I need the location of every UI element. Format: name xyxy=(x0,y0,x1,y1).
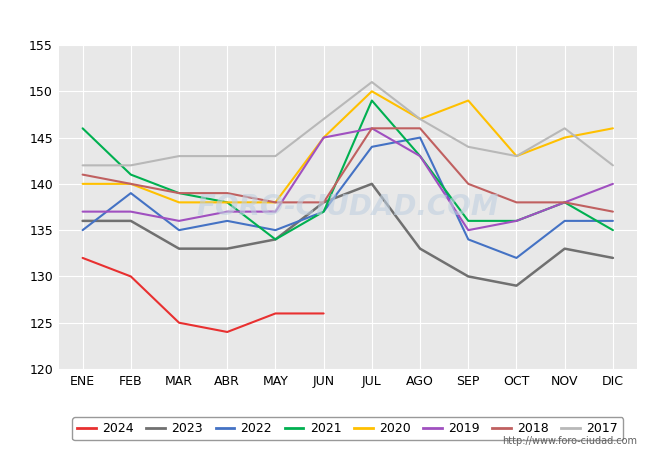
Legend: 2024, 2023, 2022, 2021, 2020, 2019, 2018, 2017: 2024, 2023, 2022, 2021, 2020, 2019, 2018… xyxy=(72,417,623,441)
Text: Afiliados en Valdecarros a 31/5/2024: Afiliados en Valdecarros a 31/5/2024 xyxy=(160,11,490,29)
Text: FORO-CIUDAD.COM: FORO-CIUDAD.COM xyxy=(196,193,499,221)
Text: http://www.foro-ciudad.com: http://www.foro-ciudad.com xyxy=(502,436,637,446)
